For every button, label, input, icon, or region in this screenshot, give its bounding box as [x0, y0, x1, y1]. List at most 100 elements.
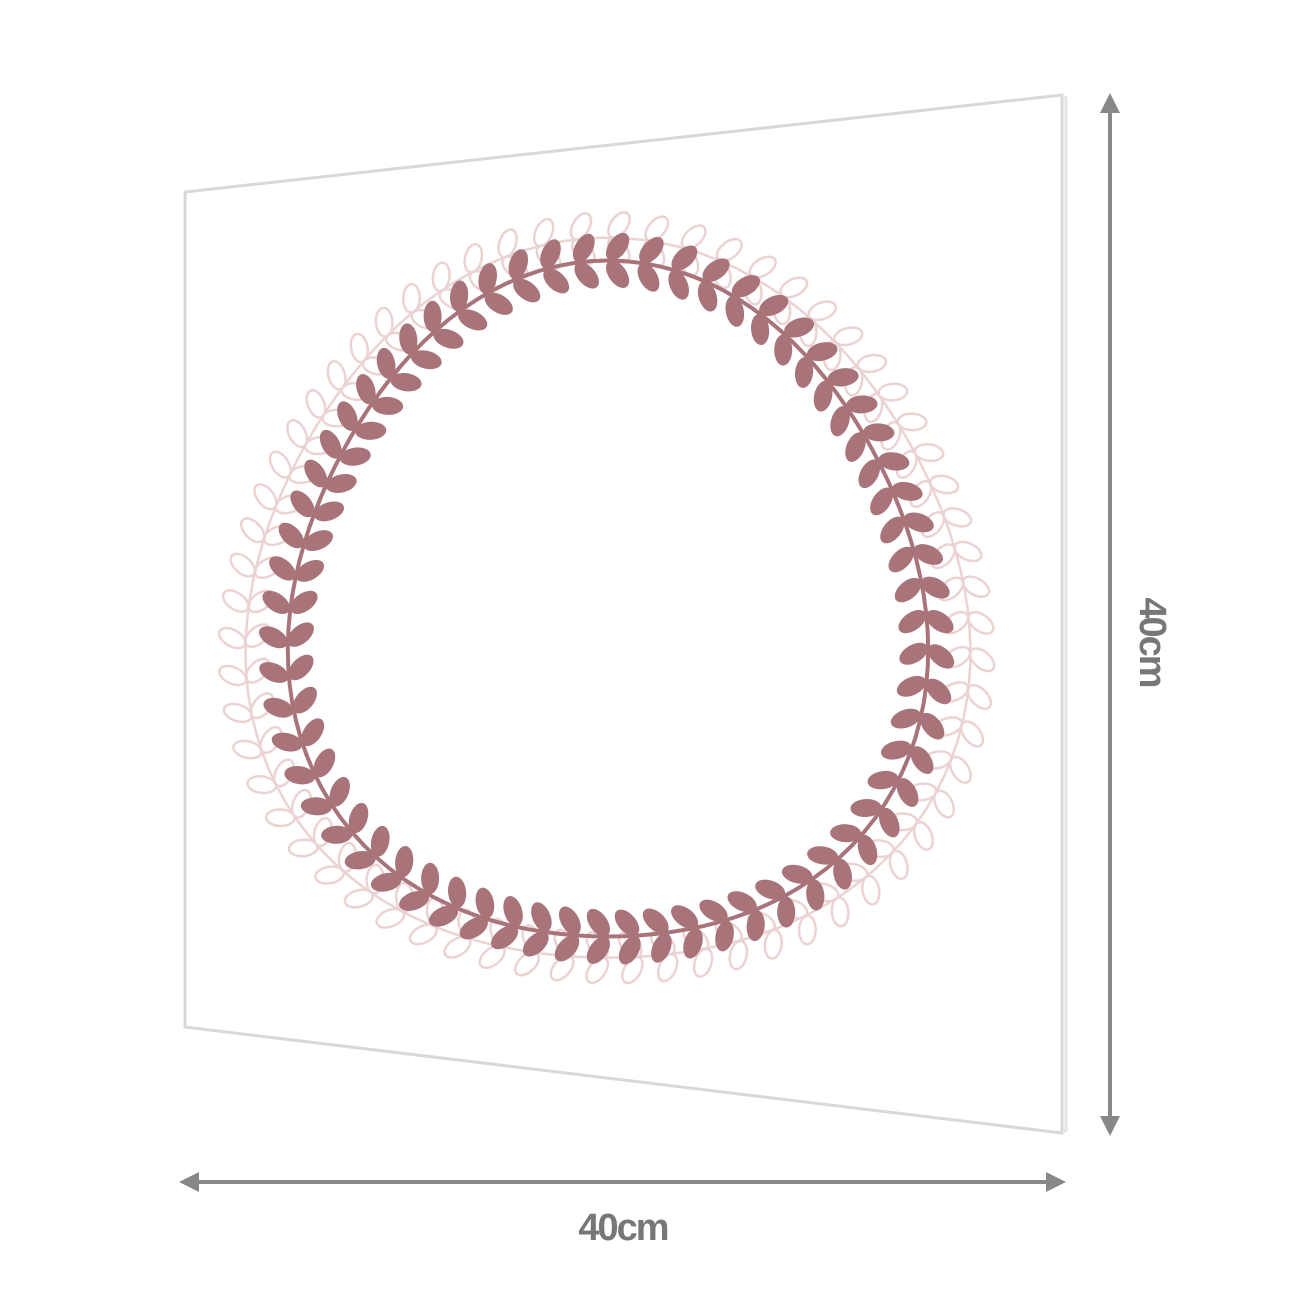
dark-leaf [304, 459, 328, 488]
dark-leaf [777, 896, 796, 928]
dark-leaf [618, 935, 641, 965]
light-leaf [532, 217, 555, 248]
light-leaf [779, 276, 809, 299]
light-leaf [928, 474, 960, 495]
light-leaf [585, 956, 610, 985]
dark-leaf [376, 347, 396, 379]
dark-leaf [910, 746, 934, 775]
light-leaf [748, 255, 777, 279]
dark-leaf [784, 317, 815, 338]
dark-leaf [399, 890, 430, 911]
dark-leaf [920, 712, 945, 740]
dark-leaf [421, 862, 440, 894]
light-leaf [797, 914, 817, 946]
dark-leaf [925, 678, 952, 705]
dark-leaf [554, 935, 580, 962]
dark-leaf [774, 334, 793, 366]
light-leaf [948, 755, 972, 784]
light-leaf [569, 212, 593, 241]
dark-leaf [399, 323, 418, 355]
dark-leaf [288, 654, 314, 681]
dark-leaf [586, 908, 610, 937]
light-leaf [264, 808, 296, 828]
dark-leaf [558, 906, 581, 936]
light-leaf [715, 237, 743, 263]
dark-leaf [614, 909, 640, 936]
light-leaf [314, 865, 345, 885]
dark-leaf [813, 380, 833, 412]
dark-leaf [459, 917, 488, 940]
light-leaf [374, 306, 394, 338]
light-leaf [286, 419, 309, 449]
dark-leaf [300, 797, 332, 816]
dark-leaf [867, 770, 899, 790]
light-leaf [287, 838, 319, 858]
dark-leaf [878, 452, 910, 471]
light-leaf [431, 261, 451, 293]
dark-leaf [491, 925, 519, 950]
dark-leaf [290, 590, 318, 614]
light-leaf [763, 928, 783, 960]
dark-leaf [903, 512, 934, 533]
dark-leaf [896, 778, 919, 807]
light-leaf [607, 211, 631, 239]
dark-leaf [458, 309, 488, 331]
dark-leaf [898, 610, 926, 634]
dark-leaf [637, 263, 660, 292]
dark-leaf [850, 798, 882, 818]
dark-leaf [731, 275, 761, 298]
dark-leaf [337, 401, 358, 431]
dark-leaf [513, 278, 541, 303]
dark-leaf [295, 559, 325, 582]
dark-leaf [269, 556, 296, 581]
light-leaf [961, 575, 991, 599]
light-leaf [305, 388, 327, 419]
dark-leaf [259, 626, 288, 649]
dark-leaf [890, 708, 921, 729]
dark-leaf [880, 740, 912, 760]
dark-leaf [319, 429, 342, 459]
light-leaf [692, 947, 714, 978]
light-leaf [375, 907, 406, 929]
dark-leaf [370, 825, 390, 857]
light-leaf [912, 820, 934, 851]
dark-leaf [348, 802, 369, 834]
light-leaf [966, 683, 993, 711]
dark-leaf [807, 846, 839, 865]
dark-leaf [806, 879, 825, 911]
light-leaf [443, 935, 472, 959]
dark-leaf [879, 807, 900, 838]
light-leaf [942, 507, 973, 528]
dark-leaf [508, 249, 529, 280]
dark-leaf [725, 295, 745, 327]
dark-leaf [372, 396, 404, 415]
dark-leaf [639, 236, 664, 264]
light-leaf [966, 610, 995, 635]
light-leaf [222, 702, 253, 724]
dark-leaf [522, 931, 549, 957]
light-leaf [253, 483, 278, 511]
light-leaf [830, 896, 850, 928]
dark-leaf [845, 432, 866, 462]
dark-leaf [503, 896, 523, 927]
dark-leaf [390, 373, 422, 392]
dark-leaf [715, 920, 734, 952]
dark-leaf [301, 718, 325, 747]
dark-leaf [356, 373, 376, 405]
dark-leaf [896, 675, 927, 697]
light-leaf [549, 954, 575, 982]
dark-leaf [921, 576, 950, 599]
dark-leaf [606, 232, 630, 261]
dark-leaf [313, 501, 345, 522]
dark-leaf [271, 732, 303, 752]
dark-leaf [746, 910, 765, 942]
light-leaf [497, 228, 518, 259]
light-leaf [888, 849, 909, 881]
dark-leaf [863, 423, 895, 442]
light-leaf [913, 442, 945, 463]
dark-leaf [699, 899, 728, 922]
dark-leaf [428, 905, 459, 927]
dark-leaf [433, 328, 464, 349]
dark-leaf [642, 908, 669, 934]
